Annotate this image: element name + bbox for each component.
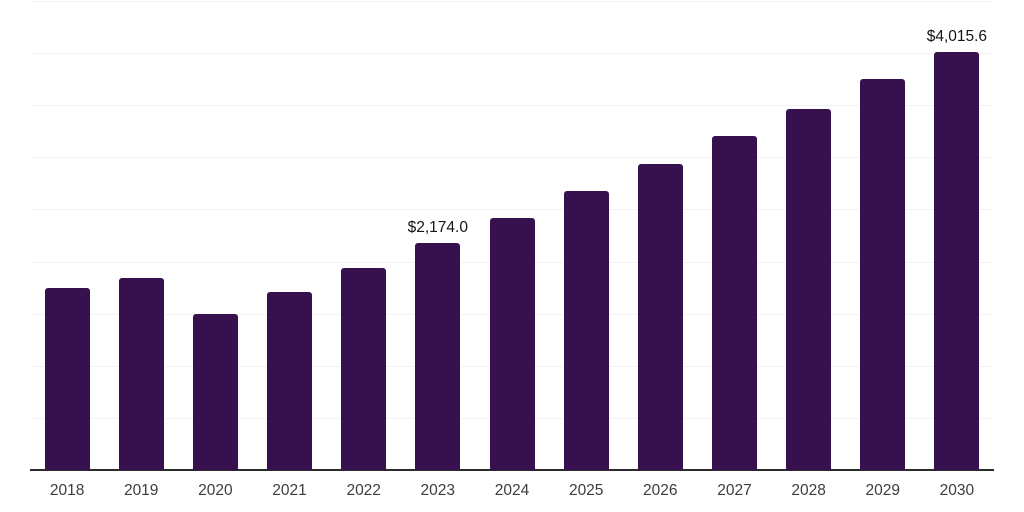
bar-2022 (341, 268, 387, 470)
bar-2018 (44, 288, 90, 470)
bar-2029 (860, 79, 906, 470)
x-tick-2025: 2025 (568, 482, 604, 499)
data-label-2023: $2,174.0 (407, 219, 468, 237)
bar-2027 (712, 135, 757, 470)
bar-2024 (489, 218, 535, 470)
bar-2023 (415, 243, 461, 470)
x-tick-2022: 2022 (346, 482, 381, 499)
data-label-2030: $4,015.6 (926, 27, 988, 45)
x-tick-2023: 2023 (420, 482, 456, 499)
bar-2025 (563, 191, 609, 470)
x-tick-2030: 2030 (939, 482, 975, 499)
gridline (30, 209, 994, 210)
bar-2026 (637, 163, 683, 470)
gridline (30, 105, 994, 106)
bar-2020 (192, 313, 238, 470)
x-tick-2026: 2026 (643, 482, 678, 499)
x-tick-2018: 2018 (49, 482, 85, 499)
x-tick-2028: 2028 (791, 482, 826, 499)
gridline (30, 1, 994, 2)
x-tick-2020: 2020 (198, 482, 233, 499)
bar-2030 (934, 51, 980, 470)
x-tick-2027: 2027 (717, 482, 752, 499)
x-axis-line (30, 469, 994, 471)
x-tick-2019: 2019 (123, 482, 159, 499)
x-tick-2021: 2021 (272, 482, 307, 499)
x-tick-2029: 2029 (865, 482, 901, 499)
gridline (30, 157, 994, 158)
bar-2028 (786, 108, 832, 470)
bar-2019 (118, 277, 164, 470)
gridline (30, 53, 994, 54)
x-tick-2024: 2024 (494, 482, 530, 499)
bar-2021 (267, 292, 312, 470)
